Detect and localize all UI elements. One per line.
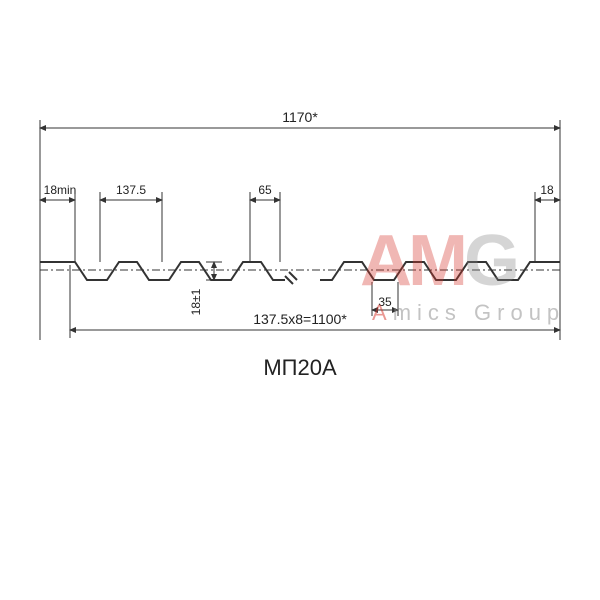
dim-overall-text: 1170* xyxy=(282,109,318,125)
dim-18min-text: 18min xyxy=(44,183,77,197)
dim-18-text: 18 xyxy=(540,183,554,197)
break-left xyxy=(285,272,297,284)
drawing-title: МП20A xyxy=(263,355,337,380)
dim-working-text: 137.5x8=1100* xyxy=(253,311,347,327)
dim-height-text: 18±1 xyxy=(189,288,203,315)
dim-35-text: 35 xyxy=(378,295,392,309)
dim-pitch-text: 137.5 xyxy=(116,183,146,197)
dim-crest-text: 65 xyxy=(258,183,272,197)
profile-left xyxy=(40,262,285,280)
drawing-svg: 1170* 18min 137.5 65 18 18±1 35 137.5x8=… xyxy=(0,0,600,600)
profile-right xyxy=(320,262,560,280)
diagram-container: { "title": "МП20A", "profile": { "type":… xyxy=(0,0,600,600)
